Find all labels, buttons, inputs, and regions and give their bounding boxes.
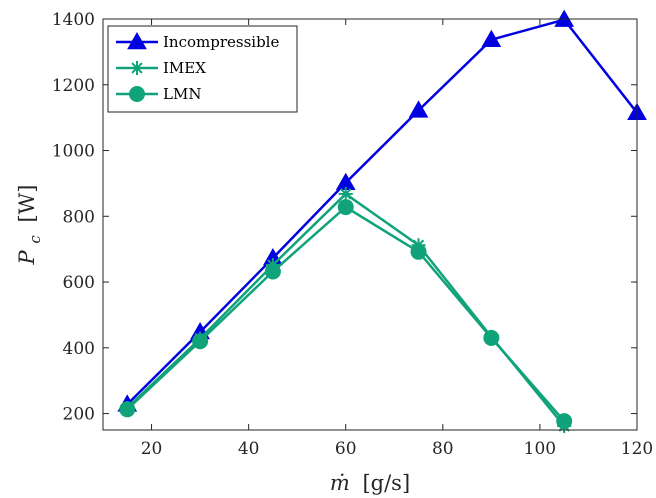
series-line-lmn xyxy=(126,205,566,422)
x-tick-label: 120 xyxy=(621,439,653,459)
legend-label: LMN xyxy=(163,85,201,103)
y-axis-unit: [W] xyxy=(15,185,39,223)
data-point-lmn xyxy=(264,263,281,280)
y-tick-label: 1200 xyxy=(52,76,95,96)
plot-frame xyxy=(102,18,638,431)
plot-area xyxy=(117,9,647,434)
series-line-incompressible xyxy=(126,18,638,406)
x-axis-symbol: ṁ xyxy=(330,471,350,495)
legend-label: IMEX xyxy=(163,59,206,77)
data-point-incompressible xyxy=(408,100,429,118)
y-tick-label: 600 xyxy=(63,273,95,293)
series-line-imex xyxy=(126,192,566,427)
y-axis-symbol: P xyxy=(15,249,39,265)
axes-ticks: 20 40 60 80 100 120 200 400 600 800 1000 1200 1400 xyxy=(52,10,653,459)
legend-item-lmn: LMN xyxy=(116,85,201,103)
x-tick-label: 60 xyxy=(335,439,357,459)
y-axis-label: P c [W] xyxy=(15,185,45,266)
legend-marker xyxy=(130,61,144,75)
x-tick-label: 20 xyxy=(141,439,163,459)
legend-item-imex: IMEX xyxy=(116,59,206,77)
x-tick-label: 100 xyxy=(524,439,556,459)
x-axis-unit: [g/s] xyxy=(362,471,410,495)
data-point-lmn xyxy=(119,401,136,418)
data-point-lmn xyxy=(410,243,427,260)
x-tick-label: 40 xyxy=(238,439,260,459)
data-point-incompressible xyxy=(481,29,502,47)
data-point-imex xyxy=(338,186,353,201)
legend: Incompressible IMEX LMN xyxy=(107,25,298,113)
y-tick-label: 1400 xyxy=(52,10,95,30)
data-point-lmn xyxy=(192,333,209,350)
legend-marker xyxy=(129,86,145,102)
data-point-lmn xyxy=(337,199,354,216)
y-tick-label: 800 xyxy=(63,207,95,227)
legend-item-incompressible: Incompressible xyxy=(116,31,279,51)
y-tick-label: 400 xyxy=(63,339,95,359)
y-tick-label: 1000 xyxy=(52,142,95,162)
legend-marker xyxy=(127,31,147,50)
x-tick-label: 80 xyxy=(432,439,454,459)
data-point-lmn xyxy=(556,413,573,430)
y-tick-label: 200 xyxy=(63,405,95,425)
legend-label: Incompressible xyxy=(163,33,279,51)
x-axis-label: ṁ [g/s] xyxy=(330,471,410,495)
y-axis-subscript: c xyxy=(26,235,44,244)
data-point-lmn xyxy=(483,329,500,346)
